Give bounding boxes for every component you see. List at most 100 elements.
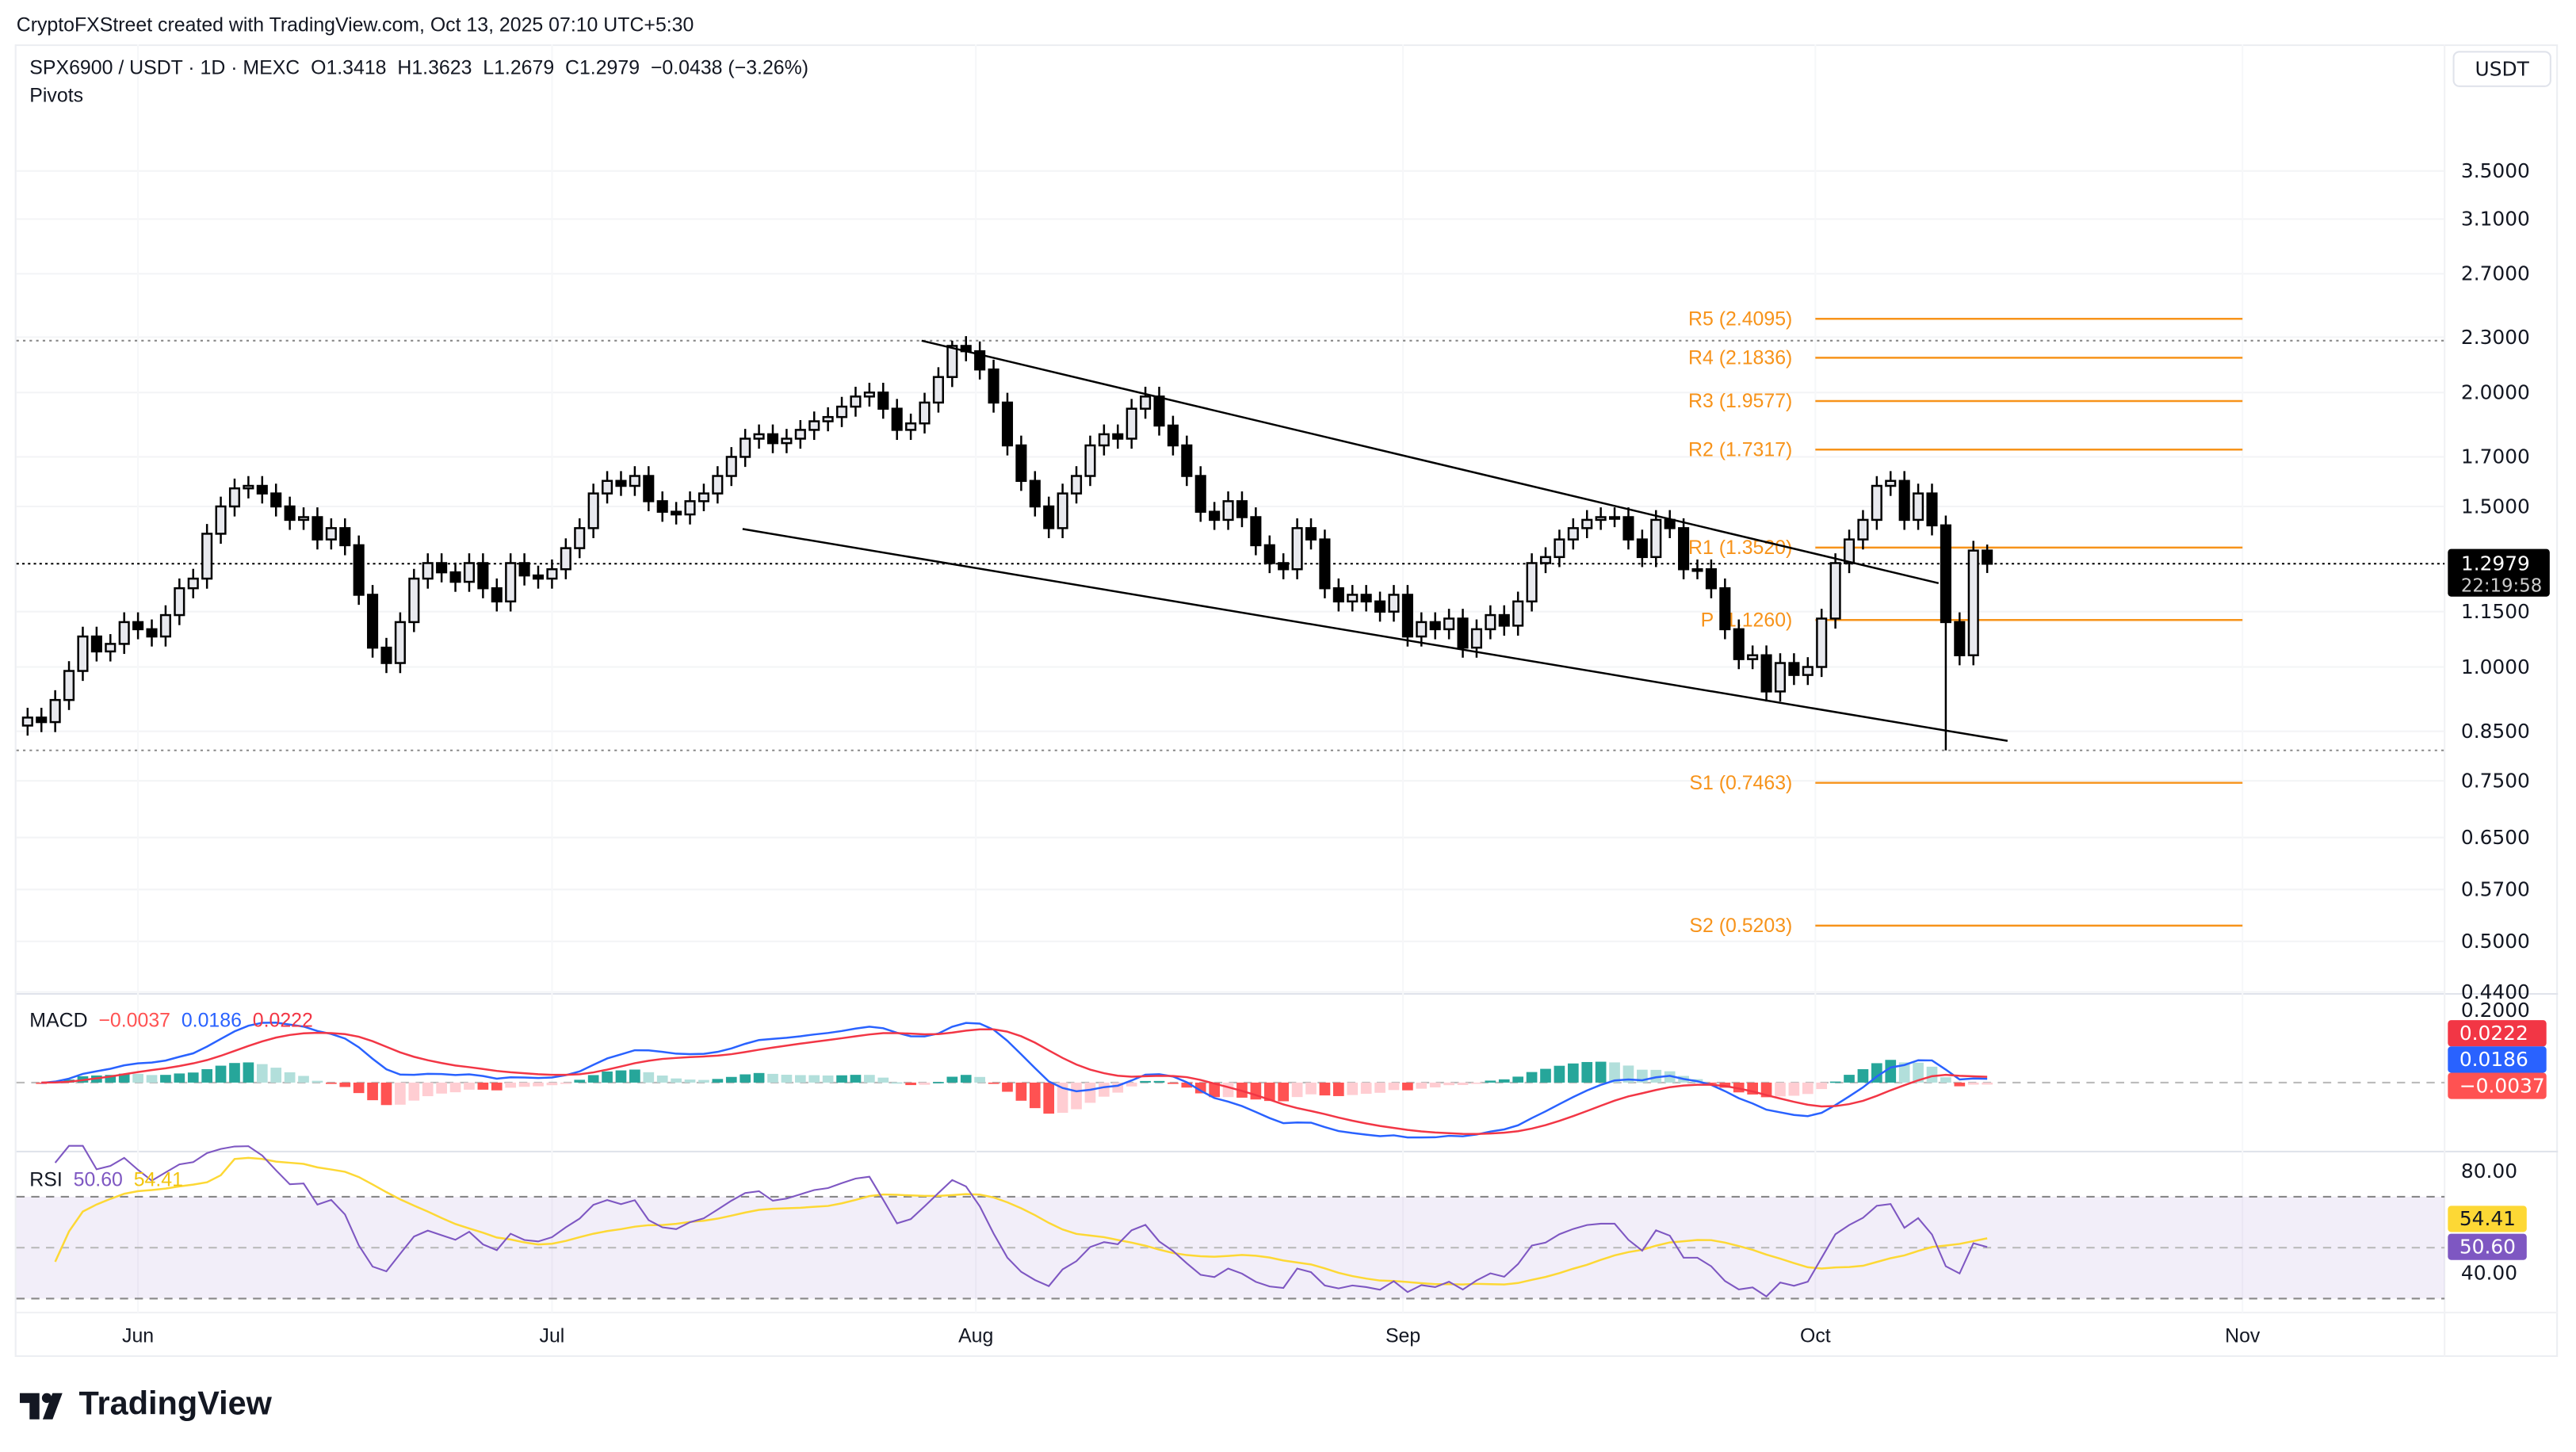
candle-up[interactable] — [1913, 492, 1924, 522]
candle-up[interactable] — [946, 345, 958, 378]
candle-up[interactable] — [1885, 480, 1897, 487]
candle-up[interactable] — [1843, 538, 1856, 564]
candle-up[interactable] — [725, 456, 737, 477]
candle-down[interactable] — [1263, 544, 1275, 564]
candle-down[interactable] — [380, 646, 392, 664]
candle-up[interactable] — [1140, 395, 1152, 410]
candle-down[interactable] — [1664, 518, 1676, 529]
candle-down[interactable] — [1954, 621, 1966, 656]
symbol-name[interactable]: SPX6900 / USDT · 1D · MEXC — [29, 55, 300, 79]
candle-down[interactable] — [1181, 444, 1193, 477]
candle-up[interactable] — [863, 392, 875, 398]
candle-up[interactable] — [850, 395, 862, 408]
candle-up[interactable] — [1526, 562, 1538, 603]
candle-up[interactable] — [1291, 527, 1303, 571]
candle-up[interactable] — [1485, 613, 1496, 631]
candle-up[interactable] — [463, 562, 476, 583]
candle-up[interactable] — [1070, 475, 1083, 495]
candle-down[interactable] — [1788, 662, 1800, 676]
candle-up[interactable] — [1084, 444, 1096, 477]
candle-up[interactable] — [905, 422, 917, 431]
candle-up[interactable] — [1857, 518, 1869, 541]
candle-down[interactable] — [353, 544, 365, 596]
candle-up[interactable] — [753, 433, 765, 440]
candle-up[interactable] — [243, 484, 254, 490]
candle-down[interactable] — [518, 562, 530, 577]
candle-down[interactable] — [132, 621, 144, 631]
candle-down[interactable] — [671, 510, 682, 516]
candle-up[interactable] — [1871, 484, 1882, 522]
candle-down[interactable] — [1678, 527, 1690, 571]
candle-up[interactable] — [1554, 538, 1565, 559]
candle-down[interactable] — [90, 635, 102, 653]
candle-up[interactable] — [587, 492, 599, 529]
candle-down[interactable] — [339, 527, 351, 547]
candle-up[interactable] — [297, 516, 310, 522]
candle-up[interactable] — [919, 401, 931, 425]
rsi-title[interactable]: RSI — [29, 1167, 63, 1191]
candle-up[interactable] — [49, 698, 61, 724]
candle-down[interactable] — [1029, 480, 1041, 508]
candle-up[interactable] — [21, 716, 33, 727]
candle-up[interactable] — [187, 577, 199, 590]
candle-down[interactable] — [36, 716, 48, 724]
candle-down[interactable] — [256, 484, 268, 495]
candle-down[interactable] — [1401, 594, 1413, 638]
candle-up[interactable] — [1650, 518, 1662, 559]
candle-up[interactable] — [1802, 666, 1814, 676]
candle-down[interactable] — [1015, 444, 1027, 482]
candle-down[interactable] — [1982, 549, 1993, 565]
candle-up[interactable] — [836, 405, 848, 418]
candle-down[interactable] — [1926, 492, 1938, 527]
candle-down[interactable] — [1194, 475, 1206, 513]
candle-down[interactable] — [477, 562, 489, 590]
candle-down[interactable] — [284, 505, 296, 522]
candle-up[interactable] — [1774, 662, 1787, 693]
candle-down[interactable] — [1236, 500, 1248, 518]
candle-down[interactable] — [1153, 395, 1165, 427]
candle-down[interactable] — [532, 574, 545, 580]
candle-up[interactable] — [1747, 654, 1759, 660]
candle-up[interactable] — [201, 533, 213, 580]
candle-up[interactable] — [1222, 500, 1234, 522]
candle-down[interactable] — [1457, 617, 1469, 649]
candle-up[interactable] — [215, 505, 227, 535]
candle-down[interactable] — [1429, 621, 1441, 631]
candle-up[interactable] — [822, 415, 834, 422]
candle-up[interactable] — [1388, 594, 1400, 613]
candle-down[interactable] — [656, 500, 668, 513]
candle-up[interactable] — [808, 420, 820, 431]
candle-up[interactable] — [574, 527, 586, 549]
candle-down[interactable] — [891, 407, 903, 431]
candle-up[interactable] — [408, 577, 420, 624]
candle-up[interactable] — [505, 562, 517, 603]
candle-down[interactable] — [1898, 480, 1910, 522]
candle-up[interactable] — [560, 547, 571, 571]
trendline-lower[interactable] — [742, 528, 2008, 743]
candle-up[interactable] — [1691, 567, 1703, 572]
candle-down[interactable] — [615, 480, 627, 487]
candle-down[interactable] — [449, 571, 461, 583]
candle-down[interactable] — [1940, 524, 1951, 624]
candle-down[interactable] — [1760, 654, 1772, 693]
candle-up[interactable] — [1609, 516, 1621, 520]
candle-down[interactable] — [1167, 424, 1179, 447]
candle-down[interactable] — [643, 475, 655, 502]
candle-up[interactable] — [684, 500, 696, 516]
candle-up[interactable] — [1416, 621, 1428, 638]
candle-up[interactable] — [1816, 617, 1828, 668]
candle-down[interactable] — [1278, 562, 1290, 571]
candle-up[interactable] — [77, 635, 89, 672]
candle-down[interactable] — [988, 368, 999, 404]
candle-up[interactable] — [1595, 516, 1607, 522]
candle-up[interactable] — [1126, 407, 1137, 440]
candle-up[interactable] — [740, 438, 751, 458]
candle-up[interactable] — [781, 438, 793, 445]
candle-up[interactable] — [1057, 492, 1068, 529]
candle-down[interactable] — [1250, 516, 1262, 547]
candle-down[interactable] — [1305, 527, 1317, 541]
candle-down[interactable] — [1112, 433, 1124, 440]
candle-up[interactable] — [1443, 617, 1455, 631]
candle-up[interactable] — [105, 643, 117, 653]
